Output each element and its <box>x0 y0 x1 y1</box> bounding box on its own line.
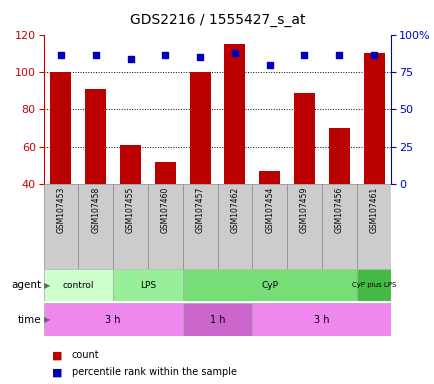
Bar <box>259 171 279 184</box>
Text: GSM107458: GSM107458 <box>91 187 100 233</box>
Text: GSM107460: GSM107460 <box>161 187 169 233</box>
Bar <box>321 184 356 269</box>
Text: GSM107453: GSM107453 <box>56 187 65 233</box>
Text: ■: ■ <box>52 367 62 377</box>
Bar <box>182 303 252 336</box>
Point <box>92 52 99 58</box>
Text: control: control <box>62 281 94 290</box>
Bar <box>113 184 148 269</box>
Bar <box>286 184 321 269</box>
Text: GSM107454: GSM107454 <box>265 187 273 233</box>
Bar <box>148 184 182 269</box>
Bar <box>43 303 182 336</box>
Bar <box>120 145 141 184</box>
Bar <box>113 269 182 301</box>
Bar <box>43 184 78 269</box>
Bar <box>356 184 391 269</box>
Text: ▶: ▶ <box>44 315 51 324</box>
Bar <box>356 269 391 301</box>
Bar <box>43 269 113 301</box>
Text: ■: ■ <box>52 350 62 360</box>
Point <box>300 52 307 58</box>
Text: agent: agent <box>11 280 41 290</box>
Text: GSM107462: GSM107462 <box>230 187 239 233</box>
Point <box>196 54 203 60</box>
Bar <box>189 72 210 184</box>
Text: GSM107461: GSM107461 <box>369 187 378 233</box>
Text: LPS: LPS <box>139 281 156 290</box>
Text: percentile rank within the sample: percentile rank within the sample <box>72 367 236 377</box>
Text: 3 h: 3 h <box>313 314 329 325</box>
Point <box>57 52 64 58</box>
Bar <box>50 72 71 184</box>
Bar <box>78 184 113 269</box>
Point <box>335 52 342 58</box>
Text: 1 h: 1 h <box>209 314 225 325</box>
Text: GDS2216 / 1555427_s_at: GDS2216 / 1555427_s_at <box>129 13 305 27</box>
Text: GSM107455: GSM107455 <box>126 187 135 233</box>
Bar <box>217 184 252 269</box>
Point <box>231 50 238 56</box>
Bar <box>155 162 175 184</box>
Point <box>161 52 168 58</box>
Bar <box>252 184 286 269</box>
Bar <box>328 128 349 184</box>
Point <box>127 56 134 62</box>
Point <box>370 52 377 58</box>
Text: GSM107456: GSM107456 <box>334 187 343 233</box>
Bar <box>224 44 245 184</box>
Bar <box>363 53 384 184</box>
Text: GSM107457: GSM107457 <box>195 187 204 233</box>
Bar <box>182 269 356 301</box>
Bar <box>182 184 217 269</box>
Bar <box>85 89 106 184</box>
Text: GSM107459: GSM107459 <box>299 187 308 233</box>
Bar <box>293 93 314 184</box>
Text: 3 h: 3 h <box>105 314 121 325</box>
Bar <box>252 303 391 336</box>
Text: CyP: CyP <box>260 281 278 290</box>
Point <box>266 61 273 68</box>
Text: ▶: ▶ <box>44 281 51 290</box>
Text: count: count <box>72 350 99 360</box>
Text: time: time <box>18 314 41 325</box>
Text: CyP plus LPS: CyP plus LPS <box>351 282 395 288</box>
